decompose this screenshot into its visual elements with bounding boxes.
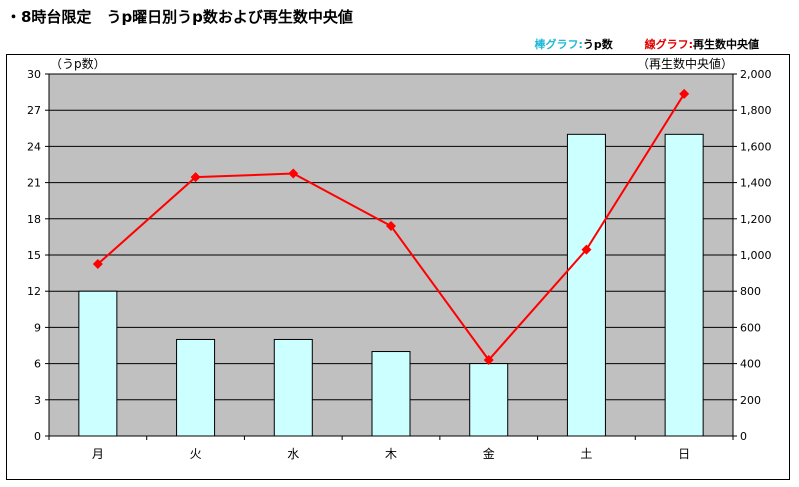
y-right-tick-label: 0	[740, 430, 747, 443]
legend: 棒グラフ:うp数 線グラフ:再生数中央値	[534, 36, 759, 52]
y-right-tick-label: 1,800	[740, 104, 772, 117]
y-right-tick-label: 1,000	[740, 249, 772, 262]
chart-frame	[6, 54, 790, 480]
x-tick-label: 木	[385, 447, 397, 461]
bar	[273, 338, 313, 437]
y-axis-right-label: （再生数中央値）	[637, 56, 733, 71]
chart-title: ・8時台限定 うp曜日別うp数および再生数中央値	[6, 8, 353, 26]
y-left-tick-label: 12	[27, 285, 41, 298]
line-point	[483, 354, 494, 365]
y-left-tick-label: 3	[34, 394, 41, 407]
y-right-tick-label: 1,400	[740, 177, 772, 190]
y-right-tick-label: 1,600	[740, 140, 772, 153]
bar	[566, 133, 606, 437]
y-left-tick-label: 30	[27, 68, 41, 81]
legend-bar-value: うp数	[582, 38, 613, 51]
y-left-tick-label: 21	[27, 177, 41, 190]
y-right-tick-label: 400	[740, 358, 761, 371]
legend-line-label: 線グラフ:	[644, 38, 693, 51]
line-point	[92, 259, 103, 270]
y-left-tick-label: 9	[34, 321, 41, 334]
bar	[664, 133, 704, 437]
y-right-tick-label: 800	[740, 285, 761, 298]
x-tick-label: 火	[190, 447, 202, 461]
line-point	[581, 244, 592, 255]
bar	[469, 363, 509, 437]
bar	[176, 338, 216, 437]
line-point	[190, 172, 201, 183]
legend-bar-label: 棒グラフ:	[534, 38, 583, 51]
axes: 0 0 3 200 6 400 9 600 12 800 15 1,000 18 1,200 21 1,400…	[27, 68, 772, 461]
x-tick-label: 水	[287, 447, 299, 461]
x-tick-label: 金	[483, 446, 495, 461]
line-point	[386, 221, 396, 232]
legend-line-value: 再生数中央値	[693, 38, 759, 51]
y-right-tick-label: 2,000	[740, 68, 772, 81]
y-left-tick-label: 18	[27, 213, 41, 226]
y-right-tick-label: 600	[740, 321, 761, 334]
x-tick-label: 土	[580, 447, 592, 461]
y-right-tick-label: 1,200	[740, 213, 772, 226]
y-axis-left-label: （うp数）	[50, 56, 106, 71]
bar	[78, 290, 118, 437]
bar	[371, 351, 411, 437]
y-left-tick-label: 27	[27, 104, 41, 117]
y-left-tick-label: 15	[27, 249, 41, 262]
bar-series	[78, 133, 704, 437]
x-tick-label: 日	[678, 447, 690, 461]
x-tick-label: 月	[92, 447, 104, 461]
y-left-tick-label: 24	[27, 140, 41, 153]
y-left-tick-label: 0	[34, 430, 41, 443]
line-point	[288, 168, 299, 179]
line-series	[92, 88, 690, 365]
y-right-tick-label: 200	[740, 394, 761, 407]
y-left-tick-label: 6	[34, 358, 41, 371]
line-point	[679, 88, 690, 99]
